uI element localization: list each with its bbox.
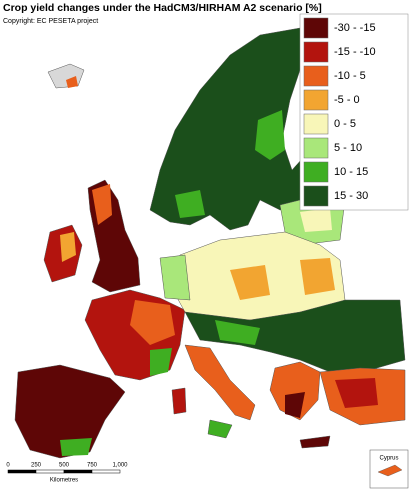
scale-label: 0	[6, 463, 10, 469]
legend-label: -10 - 5	[334, 70, 366, 82]
legend-swatch	[303, 185, 329, 207]
map-title: Crop yield changes under the HadCM3/HIRH…	[3, 2, 322, 14]
legend-swatch	[303, 17, 329, 39]
scale-bar: 0 250 500 750 1,000 Kilometres	[6, 463, 128, 484]
scale-segment	[35, 469, 65, 474]
scale-segment	[7, 469, 37, 474]
copyright: Copyright: EC PESETA project	[3, 18, 98, 25]
legend-label: 5 - 10	[334, 142, 362, 154]
scale-segment	[91, 469, 121, 474]
legend-label: -15 - -10	[334, 46, 376, 58]
scale-label: 750	[87, 463, 98, 469]
legend-label: -30 - -15	[334, 22, 376, 34]
legend-swatch	[303, 89, 329, 111]
legend-swatch	[303, 137, 329, 159]
scale-label: 250	[31, 463, 42, 469]
inset-label: Cyprus	[379, 456, 398, 462]
legend-label: 10 - 15	[334, 166, 368, 178]
legend-label: 0 - 5	[334, 118, 356, 130]
scale-label: 1,000	[112, 463, 128, 469]
legend-swatch	[303, 113, 329, 135]
legend-swatch	[303, 65, 329, 87]
scale-unit: Kilometres	[50, 478, 78, 484]
cyprus-shape	[377, 464, 403, 477]
legend-label: -5 - 0	[334, 94, 360, 106]
scale-label: 500	[59, 463, 70, 469]
legend-label: 15 - 30	[334, 190, 368, 202]
legend-swatch	[303, 161, 329, 183]
legend: -30 - -15 -15 - -10 -10 - 5 -5 - 0 0 - 5 5 - …	[303, 17, 376, 207]
legend-swatch	[303, 41, 329, 63]
scale-segment	[63, 469, 93, 474]
